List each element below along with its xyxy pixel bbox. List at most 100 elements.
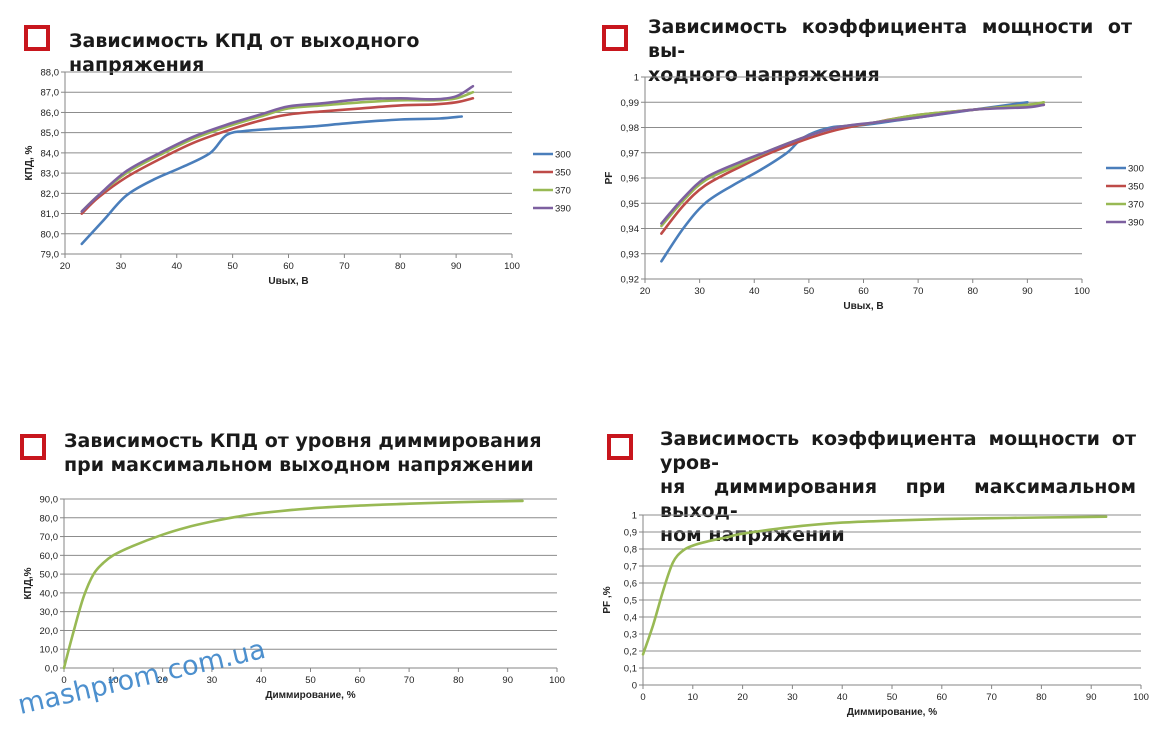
y-tick-label: 0,94 [621,224,640,235]
panel-title: Зависимость коэффициента мощности от вы-… [648,16,1132,86]
x-tick-label: 60 [283,261,294,272]
y-tick-label: 0,92 [621,275,640,286]
x-tick-label: 50 [227,261,238,272]
x-tick-label: 100 [504,261,520,272]
y-tick-label: 1 [632,511,637,522]
x-tick-label: 70 [339,261,350,272]
y-tick-label: 0,9 [624,528,637,539]
series-line [80,84,475,213]
x-tick-label: 80 [967,286,978,297]
y-axis-title: PF [604,172,615,185]
x-tick-label: 20 [640,286,651,297]
y-tick-label: 0,3 [624,630,637,641]
y-tick-label: 50,0 [40,570,59,581]
y-axis-title: КПД, % [24,145,35,180]
x-tick-label: 40 [171,261,182,272]
x-tick-label: 30 [694,286,705,297]
x-tick-label: 30 [207,675,218,686]
y-tick-label: 86,0 [41,108,60,119]
x-tick-label: 100 [549,675,565,686]
y-tick-label: 0,95 [621,199,640,210]
legend-label: 390 [1128,218,1144,229]
y-axis-title: PF ,% [602,586,613,613]
x-axis-title: Uвых, В [268,276,308,287]
legend-label: 370 [555,186,571,197]
panel-title: Зависимость КПД от уровня диммирования п… [64,430,542,476]
y-tick-label: 82,0 [41,189,60,200]
y-tick-label: 10,0 [40,645,59,656]
y-tick-label: 0,96 [621,174,640,185]
y-tick-label: 81,0 [41,209,60,220]
title-marker-icon [602,25,628,51]
x-tick-label: 90 [451,261,462,272]
x-tick-label: 40 [837,692,848,703]
legend-label: 350 [1128,182,1144,193]
x-tick-label: 70 [986,692,997,703]
x-tick-label: 70 [404,675,415,686]
y-tick-label: 1 [634,73,639,84]
y-tick-label: 0 [632,681,637,692]
legend-label: 300 [1128,164,1144,175]
y-tick-label: 83,0 [41,169,60,180]
y-tick-label: 0,6 [624,579,637,590]
x-tick-label: 40 [749,286,760,297]
x-tick-label: 50 [305,675,316,686]
x-tick-label: 40 [256,675,267,686]
x-tick-label: 60 [858,286,869,297]
x-tick-label: 80 [395,261,406,272]
y-tick-label: 90,0 [40,495,59,506]
y-tick-label: 0,98 [621,123,640,134]
legend-label: 300 [555,150,571,161]
x-tick-label: 90 [502,675,513,686]
x-tick-label: 60 [937,692,948,703]
y-tick-label: 0,93 [621,249,640,260]
y-tick-label: 20,0 [40,626,59,637]
x-tick-label: 30 [787,692,798,703]
x-tick-label: 0 [61,675,66,686]
y-tick-label: 70,0 [40,532,59,543]
x-tick-label: 70 [913,286,924,297]
y-tick-label: 0,2 [624,647,637,658]
x-tick-label: 30 [116,261,127,272]
y-tick-label: 80,0 [40,513,59,524]
x-tick-label: 90 [1086,692,1097,703]
x-axis-title: Диммирование, % [265,690,355,701]
legend-label: 390 [555,204,571,215]
x-tick-label: 60 [355,675,366,686]
legend-label: 370 [1128,200,1144,211]
x-tick-label: 50 [887,692,898,703]
y-tick-label: 0,8 [624,545,637,556]
y-tick-label: 0,5 [624,596,637,607]
y-tick-label: 0,7 [624,562,637,573]
x-tick-label: 20 [737,692,748,703]
x-tick-label: 10 [688,692,699,703]
x-tick-label: 90 [1022,286,1033,297]
panel-title: Зависимость КПД от выходного напряжения [69,30,420,76]
y-tick-label: 0,0 [45,664,58,675]
panel-title: Зависимость коэффициента мощности от уро… [660,428,1136,546]
x-tick-label: 0 [640,692,645,703]
x-tick-label: 20 [157,675,168,686]
series-line [660,103,1046,225]
y-tick-label: 88,0 [41,68,60,79]
legend-label: 350 [555,168,571,179]
y-tick-label: 0,97 [621,148,640,159]
x-tick-label: 80 [1036,692,1047,703]
x-tick-label: 50 [804,286,815,297]
y-tick-label: 79,0 [41,250,60,261]
x-axis-title: Диммирование, % [847,707,937,718]
title-marker-icon [24,25,50,51]
x-tick-label: 20 [60,261,71,272]
series-line [80,115,463,246]
y-tick-label: 0,99 [621,98,640,109]
y-tick-label: 0,1 [624,664,637,675]
series-line [62,499,524,670]
series-line [641,515,1108,656]
x-tick-label: 80 [453,675,464,686]
y-tick-label: 40,0 [40,588,59,599]
y-tick-label: 80,0 [41,229,60,240]
